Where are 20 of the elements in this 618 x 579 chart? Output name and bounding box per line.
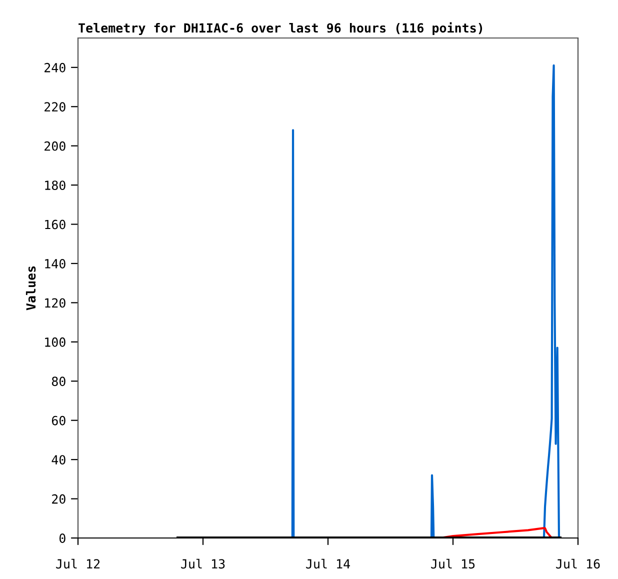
y-tick-label: 220: [44, 102, 66, 112]
y-tick-label: 120: [45, 298, 66, 308]
y-tick-label: 80: [52, 376, 66, 386]
y-tick-label: 20: [52, 494, 66, 504]
y-tick-label: 40: [52, 455, 66, 465]
y-tick-label: 240: [44, 62, 66, 72]
x-tick-label: Jul 15: [431, 558, 475, 569]
chart-title: Telemetry for DH1IAC-6 over last 96 hours (116 points): [78, 22, 482, 36]
x-tick-label: Jul 12: [56, 558, 100, 569]
y-tick-label: 200: [44, 141, 66, 151]
x-tick-label: Jul 13: [181, 558, 225, 569]
y-tick-label: 60: [52, 416, 66, 426]
x-tick-label: Jul 14: [306, 558, 350, 569]
y-tick-label: 180: [45, 180, 66, 190]
y-axis-title: Values: [26, 266, 36, 310]
x-tick-label: Jul 16: [556, 558, 600, 569]
y-tick-label: 100: [45, 337, 66, 347]
y-tick-label: 140: [45, 258, 66, 268]
y-tick-label: 0: [59, 534, 66, 543]
y-tick-label: 160: [45, 220, 66, 230]
